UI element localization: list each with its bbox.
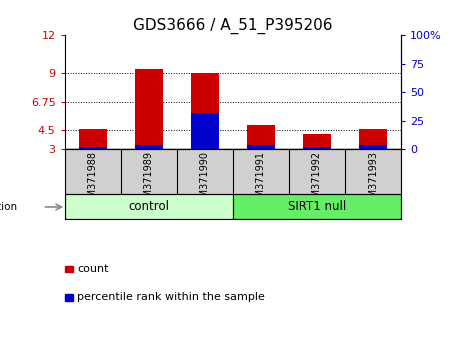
Bar (247, 145, 275, 149)
Text: GSM371991: GSM371991 (256, 151, 266, 210)
Bar (233, 194, 401, 219)
Text: GSM371993: GSM371993 (368, 151, 378, 210)
Bar (303, 134, 331, 149)
Bar (78, 129, 106, 149)
Bar (191, 73, 219, 149)
Text: GSM371989: GSM371989 (144, 151, 154, 210)
Title: GDS3666 / A_51_P395206: GDS3666 / A_51_P395206 (133, 18, 332, 34)
Bar (65, 194, 233, 219)
Bar (359, 130, 387, 149)
Bar (359, 145, 387, 149)
Bar (303, 147, 331, 149)
Text: GSM371990: GSM371990 (200, 151, 210, 210)
Text: control: control (128, 200, 169, 213)
Text: GSM371992: GSM371992 (312, 151, 322, 210)
Text: count: count (77, 264, 109, 274)
Text: GSM371988: GSM371988 (88, 151, 98, 210)
Text: SIRT1 null: SIRT1 null (288, 200, 346, 213)
Bar (247, 125, 275, 149)
Text: percentile rank within the sample: percentile rank within the sample (77, 292, 266, 302)
Bar (191, 113, 219, 149)
Bar (78, 147, 106, 149)
Bar (135, 145, 163, 149)
Text: genotype/variation: genotype/variation (0, 202, 18, 212)
Bar (135, 69, 163, 149)
